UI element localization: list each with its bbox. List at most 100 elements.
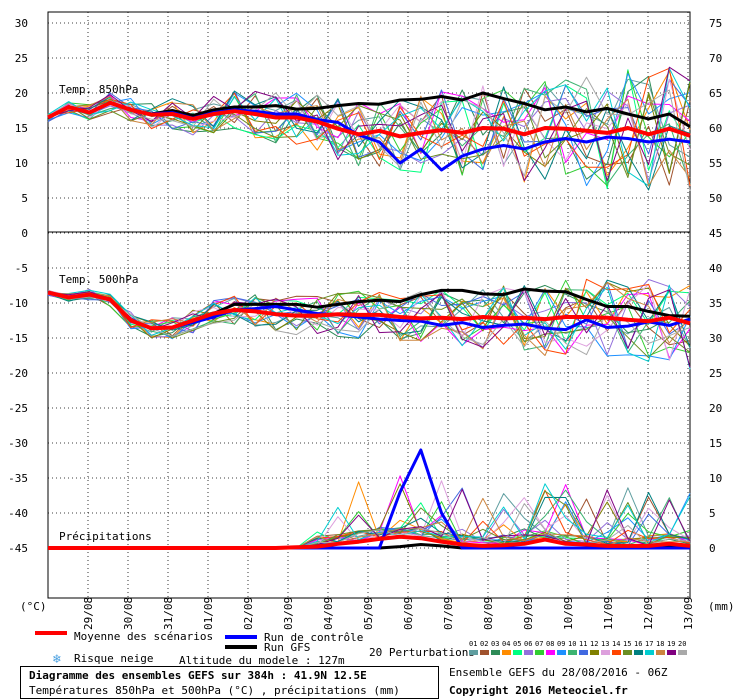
date-label: 13/09	[682, 597, 695, 630]
date-label: 09/09	[522, 597, 535, 630]
perturbation-id: 17	[645, 640, 654, 648]
run-info: Ensemble GEFS du 28/08/2016 - 06Z	[449, 666, 668, 679]
right-tick-label: 5	[709, 507, 716, 520]
perturbation-swatch	[546, 650, 555, 655]
perturbation-id: 12	[590, 640, 599, 648]
perturbation-id: 16	[634, 640, 643, 648]
perturbation-id: 15	[623, 640, 632, 648]
legend-control-swatch	[225, 635, 257, 639]
right-tick-label: 30	[709, 332, 722, 345]
perturbation-id: 19	[667, 640, 676, 648]
perturbation-id: 11	[579, 640, 588, 648]
perturbation-swatch	[612, 650, 621, 655]
perturbation-id: 02	[480, 640, 489, 648]
right-tick-label: 65	[709, 87, 722, 100]
right-tick-label: 20	[709, 402, 722, 415]
perturbation-swatch	[645, 650, 654, 655]
date-label: 03/09	[282, 597, 295, 630]
date-label: 10/09	[562, 597, 575, 630]
perturbation-swatch	[667, 650, 676, 655]
right-tick-label: 35	[709, 297, 722, 310]
altitude-label: Altitude du modele : 127m	[179, 654, 345, 667]
right-axis-unit: (mm)	[708, 600, 735, 613]
left-tick-label: -5	[15, 262, 28, 275]
right-tick-label: 60	[709, 122, 722, 135]
date-label: 04/09	[322, 597, 335, 630]
mean-series-line	[48, 534, 691, 550]
perturbation-line	[47, 67, 691, 187]
perturbation-swatch	[535, 650, 544, 655]
perturbation-id: 13	[601, 640, 610, 648]
perturbation-id: 20	[678, 640, 687, 648]
legend-mean-swatch	[35, 631, 67, 635]
perturbation-id: 07	[535, 640, 544, 648]
perturbation-id: 10	[568, 640, 577, 648]
date-label: 02/09	[242, 597, 255, 630]
date-label: 07/09	[442, 597, 455, 630]
legend-control-label: Run de contrôle	[264, 631, 364, 644]
perturbation-line	[47, 292, 691, 359]
perturbation-id: 05	[513, 640, 522, 648]
chart-grid	[47, 11, 691, 599]
plot-frame	[47, 11, 691, 599]
date-label: 12/09	[642, 597, 655, 630]
perturbations-label: 20 Perturbations	[369, 646, 475, 659]
perturbation-swatch	[601, 650, 610, 655]
left-tick-label: 0	[21, 227, 28, 240]
perturbation-swatch	[590, 650, 599, 655]
chart-title: Diagramme des ensembles GEFS sur 384h : …	[29, 669, 367, 682]
perturbation-line	[47, 278, 691, 355]
perturbation-id: 06	[524, 640, 533, 648]
right-tick-label: 55	[709, 157, 722, 170]
left-tick-label: 5	[21, 192, 28, 205]
perturbation-line	[47, 67, 691, 187]
perturbation-id: 01	[469, 640, 478, 648]
left-tick-label: 20	[15, 87, 28, 100]
right-tick-label: 50	[709, 192, 722, 205]
mean-series-line	[47, 290, 691, 331]
panel-label: Temp. 850hPa	[59, 83, 138, 96]
right-tick-label: 40	[709, 262, 722, 275]
left-tick-label: -10	[8, 297, 28, 310]
left-tick-label: -35	[8, 472, 28, 485]
perturbation-swatch	[623, 650, 632, 655]
perturbation-swatch	[634, 650, 643, 655]
legend-snow-label: Risque neige	[74, 652, 154, 665]
date-label: 29/08	[82, 597, 95, 630]
left-tick-label: 30	[15, 17, 28, 30]
left-tick-label: 10	[15, 157, 28, 170]
right-tick-label: 10	[709, 472, 722, 485]
perturbation-id: 08	[546, 640, 555, 648]
perturbation-swatch	[579, 650, 588, 655]
legend-mean-label: Moyenne des scénarios	[74, 630, 214, 643]
perturbation-swatch	[469, 650, 478, 655]
left-tick-label: -15	[8, 332, 28, 345]
perturbation-swatch	[491, 650, 500, 655]
right-tick-label: 25	[709, 367, 722, 380]
perturbation-swatch	[513, 650, 522, 655]
perturbation-swatch	[656, 650, 665, 655]
panel-label: Temp. 500hPa	[59, 273, 138, 286]
date-label: 05/09	[362, 597, 375, 630]
perturbation-id: 18	[656, 640, 665, 648]
perturbation-line	[47, 290, 691, 346]
perturbation-id: 09	[557, 640, 566, 648]
right-tick-label: 15	[709, 437, 722, 450]
perturbation-swatch	[568, 650, 577, 655]
perturbation-id: 03	[491, 640, 500, 648]
left-tick-label: 25	[15, 52, 28, 65]
main-series	[47, 91, 691, 550]
left-tick-label: -25	[8, 402, 28, 415]
perturbation-id: 14	[612, 640, 621, 648]
perturbation-swatch	[524, 650, 533, 655]
info-box: Diagramme des ensembles GEFS sur 384h : …	[20, 666, 439, 699]
right-tick-label: 45	[709, 227, 722, 240]
chart-subtitle: Températures 850hPa et 500hPa (°C) , pré…	[29, 684, 400, 697]
left-tick-label: -45	[8, 542, 28, 555]
left-axis-unit: (°C)	[20, 600, 47, 613]
perturbation-swatch	[502, 650, 511, 655]
legend-gfs-swatch	[225, 645, 257, 649]
date-label: 11/09	[602, 597, 615, 630]
